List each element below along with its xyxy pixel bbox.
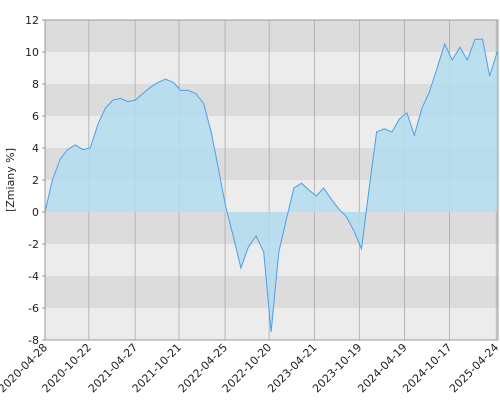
y-tick-label: 4 bbox=[32, 142, 39, 155]
area bbox=[45, 39, 498, 332]
band bbox=[45, 20, 498, 52]
y-tick-label: 2 bbox=[32, 174, 39, 187]
y-tick-label: 6 bbox=[32, 110, 39, 123]
y-tick-label: -2 bbox=[28, 238, 39, 251]
y-tick-label: 10 bbox=[25, 46, 39, 59]
line bbox=[44, 38, 498, 333]
y-tick-label: -6 bbox=[28, 302, 39, 315]
band bbox=[45, 52, 498, 84]
y-axis-label: [Zmiany %] bbox=[4, 148, 17, 212]
y-tick-label: -4 bbox=[28, 270, 39, 283]
plot-frame bbox=[44, 19, 499, 341]
y-tick-label: -8 bbox=[28, 334, 39, 347]
y-tick-label: 12 bbox=[25, 14, 39, 27]
y-tick-label: 0 bbox=[32, 206, 39, 219]
y-tick-label: 8 bbox=[32, 78, 39, 91]
x-tick-label: 2025-04-24 bbox=[447, 341, 500, 395]
